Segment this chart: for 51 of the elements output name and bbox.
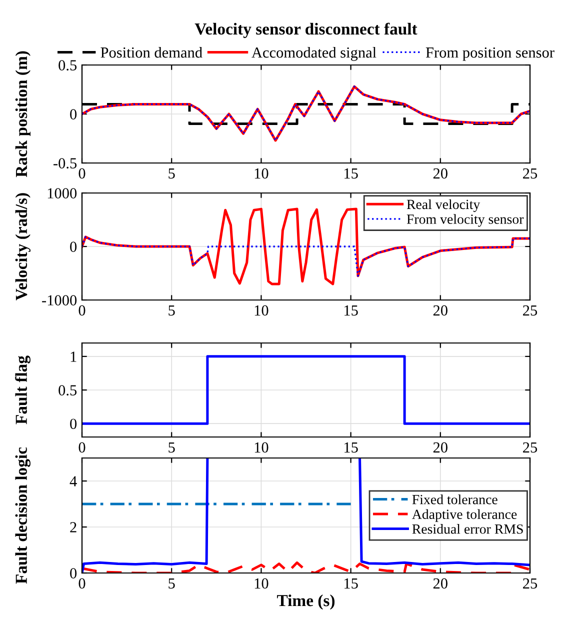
y-axis-title: Fault decision logic — [15, 447, 30, 584]
y-tick-label: -0.5 — [54, 158, 77, 169]
x-tick-label: 20 — [433, 168, 448, 179]
x-tick-label: 10 — [254, 305, 268, 316]
legend-label: Position demand — [100, 46, 202, 58]
x-axis-title: Time (s) — [277, 594, 335, 610]
y-tick-label: 0.5 — [58, 385, 77, 396]
x-tick-label: 20 — [433, 578, 448, 589]
x-tick-label: 5 — [168, 305, 175, 316]
y-tick-label: -1000 — [42, 295, 77, 306]
y-tick-label: 0 — [70, 568, 77, 578]
x-tick-label: 25 — [523, 168, 538, 179]
x-tick-label: 0 — [78, 442, 86, 453]
x-tick-label: 20 — [433, 442, 448, 453]
x-tick-label: 15 — [344, 168, 358, 179]
y-tick-label: 2 — [70, 522, 76, 532]
x-tick-label: 5 — [168, 442, 175, 453]
x-tick-label: 20 — [433, 305, 448, 316]
x-tick-label: 25 — [523, 578, 538, 589]
y-tick-label: 0.5 — [58, 60, 77, 71]
legend-label: From velocity sensor — [406, 214, 524, 227]
chart-title: Velocity sensor disconnect fault — [194, 22, 418, 38]
y-tick-label: 1 — [70, 352, 76, 362]
legend-label: Residual error RMS — [412, 524, 523, 534]
x-tick-label: 5 — [168, 168, 175, 179]
x-tick-label: 5 — [168, 578, 175, 589]
x-tick-label: 15 — [344, 578, 358, 589]
x-tick-label: 15 — [344, 305, 358, 316]
line-series — [82, 236, 530, 277]
legend-label: From position sensor — [426, 47, 554, 61]
x-tick-label: 0 — [78, 168, 86, 179]
legend-label: Fixed tolerance — [412, 494, 498, 504]
y-tick-label: 4 — [70, 476, 77, 486]
x-tick-label: 0 — [78, 578, 86, 589]
y-tick-label: 0 — [70, 242, 77, 252]
x-tick-label: 10 — [254, 578, 268, 589]
y-tick-label: 1000 — [48, 188, 77, 198]
y-axis-title: Velocity (rad/s) — [15, 193, 30, 300]
legend-label: Adaptive tolerance — [412, 509, 517, 522]
legend-label: Accomodated signal — [252, 46, 376, 61]
y-axis-title: Rack position (m) — [15, 51, 30, 178]
legend-label: Real velocity — [406, 199, 480, 212]
y-axis-title: Fault flag — [15, 356, 30, 424]
y-tick-label: 0 — [70, 109, 77, 120]
x-tick-label: 0 — [78, 305, 86, 316]
x-tick-label: 10 — [254, 168, 268, 179]
x-tick-label: 25 — [523, 442, 538, 453]
y-tick-label: 0 — [70, 418, 77, 430]
x-tick-label: 25 — [523, 305, 538, 316]
x-tick-label: 10 — [254, 442, 268, 453]
x-tick-label: 15 — [344, 442, 358, 453]
